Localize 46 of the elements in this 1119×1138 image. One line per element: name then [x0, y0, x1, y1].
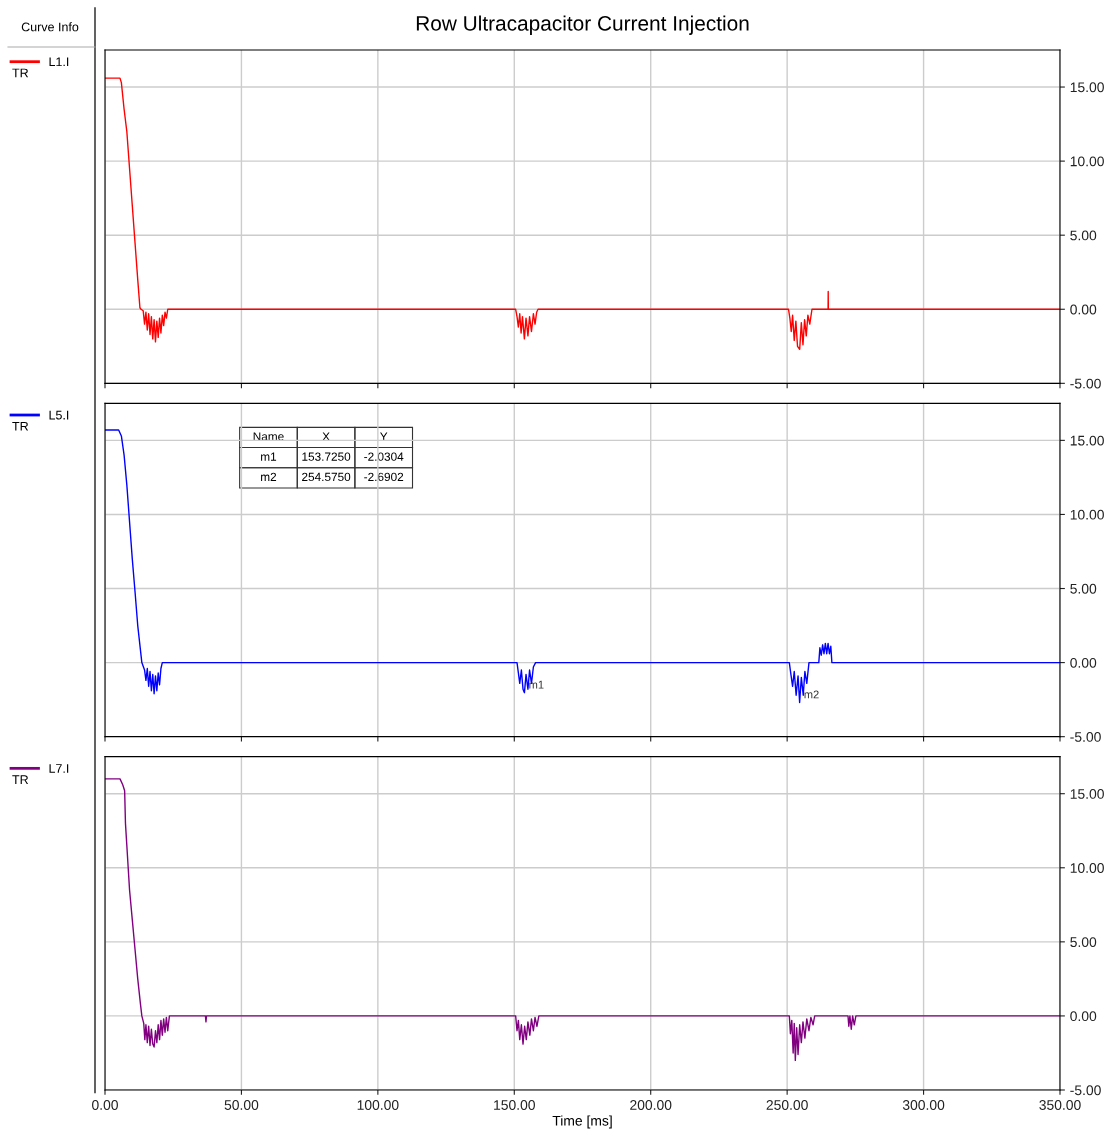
text: TR — [12, 775, 29, 784]
annotation: Name — [253, 432, 284, 441]
x-tick-label: 100.00 — [357, 1100, 399, 1110]
legend-title: Curve Info — [21, 22, 79, 32]
x-axis-title: Time [ms] — [552, 1115, 612, 1129]
y-tick-label: -5.00 — [1070, 732, 1101, 742]
y-tick-label: -5.00 — [1070, 1085, 1101, 1096]
y-tick-label: -5.00 — [1070, 378, 1101, 389]
legend-label: L1.I — [49, 57, 69, 67]
y-tick-label: 0.00 — [1070, 304, 1097, 315]
text: TR — [12, 68, 29, 78]
annotation: Y — [380, 432, 388, 441]
y-tick-label: 15.00 — [1070, 789, 1104, 799]
annotation: m2 — [804, 690, 819, 699]
y-tick-label: 10.00 — [1070, 509, 1104, 520]
text: TR — [12, 421, 29, 431]
chart-title: Row Ultracapacitor Current Injection — [416, 15, 749, 35]
annotation: m1 — [261, 452, 277, 461]
x-tick-label: 0.00 — [92, 1100, 118, 1110]
y-tick-label: 10.00 — [1070, 863, 1104, 873]
legend-label: L5.I — [49, 410, 69, 420]
legend-label: L7.I — [49, 764, 69, 773]
annotation: 153.7250 — [302, 452, 351, 461]
annotation: -2.6902 — [364, 472, 404, 482]
y-tick-label: 10.00 — [1070, 156, 1104, 167]
annotation: -2.0304 — [364, 452, 404, 461]
x-tick-label: 250.00 — [766, 1100, 808, 1110]
x-tick-label: 300.00 — [902, 1100, 945, 1110]
y-tick-label: 5.00 — [1070, 937, 1097, 948]
y-tick-label: 15.00 — [1070, 435, 1104, 446]
y-tick-label: 5.00 — [1070, 583, 1097, 594]
annotation: 254.5750 — [302, 472, 351, 482]
y-tick-label: 5.00 — [1070, 230, 1097, 241]
annotation: m1 — [529, 680, 544, 689]
y-tick-label: 0.00 — [1070, 657, 1097, 668]
line-series — [105, 77, 1060, 350]
x-tick-label: 200.00 — [630, 1100, 672, 1110]
y-tick-label: 15.00 — [1070, 82, 1104, 93]
y-tick-label: 0.00 — [1070, 1011, 1097, 1022]
annotation: X — [322, 432, 330, 441]
x-tick-label: 150.00 — [494, 1100, 535, 1110]
x-tick-label: 350.00 — [1039, 1100, 1081, 1110]
x-tick-label: 50.00 — [224, 1100, 259, 1110]
line-series — [105, 429, 1060, 704]
line-series — [105, 778, 1060, 1062]
annotation: m2 — [261, 472, 277, 481]
